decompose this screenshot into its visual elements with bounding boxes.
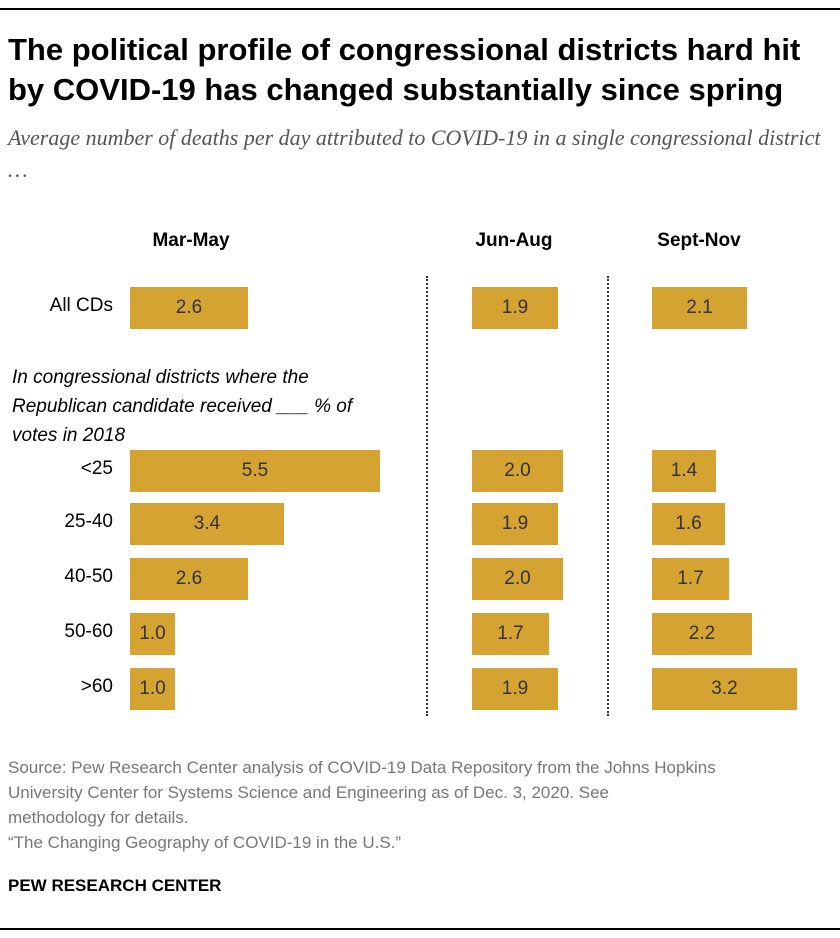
bar-value-label: 3.4: [193, 513, 221, 534]
bar-value-label: 1.0: [139, 623, 166, 644]
row-label: 25-40: [64, 511, 113, 532]
row-label: All CDs: [49, 295, 113, 316]
bar-value-label: 1.4: [670, 460, 698, 481]
bottom-rule: [0, 928, 840, 930]
panel-header: Jun-Aug: [475, 230, 553, 251]
bar: [652, 287, 747, 329]
bar: [472, 613, 549, 655]
bar-value-label: 2.2: [688, 623, 716, 644]
source-note: Source: Pew Research Center analysis of …: [8, 755, 838, 855]
bar-value-label: 2.1: [686, 297, 713, 318]
top-rule: [0, 8, 840, 10]
source-line: Source: Pew Research Center analysis of …: [8, 758, 716, 777]
panel-header: Mar-May: [152, 230, 230, 251]
bar-value-label: 2.0: [504, 568, 531, 589]
bar-value-label: 1.0: [139, 678, 166, 699]
bar: [130, 450, 380, 492]
bar: [130, 287, 248, 329]
group-note: In congressional districts where the Rep…: [12, 367, 353, 446]
chart-subtitle: Average number of deaths per day attribu…: [8, 125, 821, 182]
bar: [130, 558, 248, 600]
panel-header: Sept-Nov: [657, 230, 741, 251]
bar-value-label: 5.5: [241, 460, 269, 481]
bar: [472, 450, 563, 492]
row-label: >60: [80, 676, 113, 697]
panel-divider: [607, 276, 609, 716]
bar-value-label: 1.9: [501, 513, 529, 534]
bar: [130, 668, 175, 710]
row-label: <25: [80, 458, 113, 479]
brand-name: PEW RESEARCH CENTER: [8, 876, 222, 895]
source-line: University Center for Systems Science an…: [8, 783, 609, 802]
bar: [130, 613, 175, 655]
bar-value-label: 1.9: [501, 297, 529, 318]
bar-value-label: 1.7: [497, 623, 524, 644]
bar: [652, 450, 716, 492]
bar-value-label: 3.2: [711, 678, 738, 699]
bar: [472, 503, 558, 545]
bar: [652, 668, 797, 710]
chart-title: The political profile of congressional d…: [8, 32, 801, 107]
source-line: methodology for details.: [8, 808, 189, 827]
bar: [472, 558, 563, 600]
bar-value-label: 2.6: [175, 568, 203, 589]
source-line: “The Changing Geography of COVID-19 in t…: [8, 833, 402, 852]
row-label: 50-60: [64, 621, 113, 642]
bar-value-label: 1.7: [677, 568, 704, 589]
bar: [472, 668, 558, 710]
bar: [652, 613, 752, 655]
bar-value-label: 1.6: [675, 513, 702, 534]
bar: [472, 287, 558, 329]
row-label: 40-50: [64, 566, 113, 587]
bar: [130, 503, 284, 545]
panel-divider: [426, 276, 428, 716]
bar: [652, 503, 725, 545]
bar-value-label: 1.9: [501, 678, 529, 699]
bar-value-label: 2.0: [504, 460, 531, 481]
bar-value-label: 2.6: [175, 297, 203, 318]
bar: [652, 558, 729, 600]
